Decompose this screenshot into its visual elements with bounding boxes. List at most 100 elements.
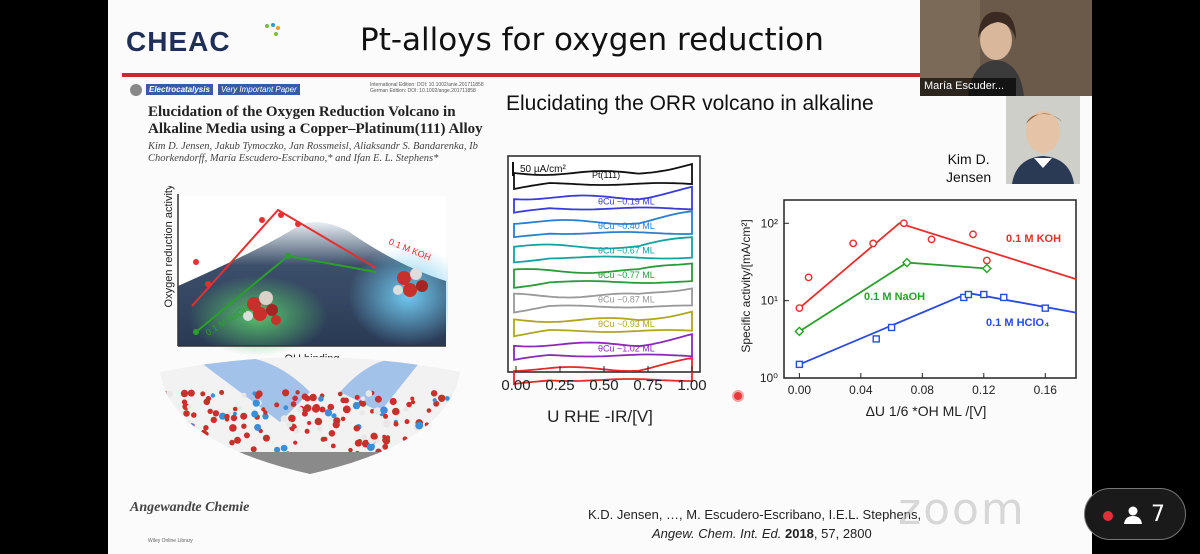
surface-atom (301, 393, 309, 400)
surface-atom (449, 428, 455, 434)
surface-atom (447, 451, 454, 457)
surface-atom (319, 406, 326, 413)
surface-atom (423, 435, 431, 443)
surface-atom (374, 395, 382, 403)
surface-atom (445, 420, 452, 426)
surface-atom (160, 432, 164, 439)
surface-atom (370, 443, 375, 449)
activity-point (794, 326, 805, 337)
cv-curve (513, 262, 693, 289)
surface-atom (226, 410, 232, 415)
activity-x-tick-label: 0.12 (972, 383, 996, 397)
surface-atom (230, 414, 238, 422)
surface-atom (191, 429, 198, 436)
activity-x-tick-label: 0.04 (849, 383, 873, 397)
volcano-y-label: Oxygen reduction activity (163, 186, 175, 307)
surface-atom (370, 409, 375, 414)
cv-curve-label: θCu ~1.02 ML (598, 344, 655, 354)
surface-atom (219, 390, 225, 395)
person-name-line2: Jensen (946, 169, 992, 185)
participants-button[interactable]: 7 (1084, 488, 1186, 540)
citation-journal-name: Angew. Chem. Int. Ed. (652, 526, 782, 541)
person-name: Kim D. Jensen (946, 150, 991, 186)
surface-atom (232, 411, 237, 416)
surface-atom (250, 446, 257, 453)
surface-atom (331, 413, 337, 419)
surface-atom (212, 410, 220, 417)
surface-atom (280, 444, 288, 452)
surface-atom (200, 391, 206, 397)
surface-atom (317, 426, 323, 432)
surface-atom (307, 421, 312, 425)
activity-point (980, 290, 988, 299)
surface-atom (226, 448, 231, 453)
surface-atom (232, 406, 238, 412)
surface-atom (406, 401, 412, 408)
surface-atom (448, 452, 453, 457)
surface-atom (370, 432, 378, 440)
surface-atom (452, 420, 459, 427)
surface-atom (393, 458, 400, 465)
surface-atom (295, 390, 300, 395)
surface-atom (240, 412, 248, 420)
footer-text: Wiley Online Library (148, 538, 193, 544)
paper-authors: Kim D. Jensen, Jakub Tymoczko, Jan Rossm… (148, 141, 478, 164)
surface-atom (453, 418, 460, 426)
surface-atom (393, 421, 399, 427)
surface-atom (318, 396, 324, 402)
activity-x-tick-label: 0.16 (1034, 383, 1058, 397)
activity-point (869, 239, 878, 248)
person-name-line1: Kim D. (947, 151, 990, 167)
surface-atom (426, 427, 434, 435)
surface-atom (382, 443, 389, 450)
surface-atom (236, 406, 242, 412)
surface-atom (340, 416, 346, 422)
surface-atom (176, 433, 182, 439)
surface-atom (203, 398, 211, 406)
surface-atom (380, 406, 388, 415)
surface-atom (251, 410, 259, 418)
surface-atom (161, 400, 170, 409)
person-icon (1124, 506, 1142, 524)
surface-atom (163, 449, 169, 455)
cv-x-tick-label: 0.00 (501, 377, 530, 394)
cv-curve-label: θCu ~0.87 ML (598, 295, 655, 305)
surface-atom (402, 436, 408, 442)
surface-atom (448, 395, 455, 401)
surface-atom (201, 453, 207, 459)
surface-atom (320, 436, 326, 442)
surface-atom (360, 400, 367, 407)
paper-edition: International Edition: DOI: 10.1002/anie… (370, 82, 484, 94)
surface-atom (303, 404, 312, 412)
speaker-name: María Escuder... (920, 78, 1016, 96)
surface-atom (241, 392, 247, 398)
citation-rest: , 57, 2800 (813, 526, 872, 541)
surface-atom (330, 443, 336, 449)
surface-atom (254, 423, 262, 431)
surface-atom (410, 396, 415, 401)
surface-illustration (160, 357, 460, 474)
surface-atom (354, 394, 360, 400)
activity-y-tick-label: 10⁰ (760, 371, 778, 385)
surface-atom (361, 434, 368, 441)
surface-atom (286, 421, 293, 428)
surface-atom (389, 397, 397, 406)
cv-curve-label: θCu ~0.93 ML (598, 319, 655, 329)
surface-atom (187, 453, 194, 460)
surface-atom (441, 416, 448, 422)
surface-atom (412, 451, 418, 457)
surface-atom (348, 447, 353, 453)
surface-atom (324, 409, 333, 417)
cv-x-label: U RHE -IR/[V] (547, 407, 653, 426)
surface-atom (352, 401, 361, 410)
surface-atom (424, 422, 430, 427)
surface-atom (312, 403, 321, 412)
activity-x-tick-label: 0.00 (788, 383, 812, 397)
activity-point (804, 273, 813, 282)
surface-atom (296, 406, 303, 413)
surface-atom (383, 413, 388, 419)
activity-point (795, 360, 804, 369)
surface-atom (229, 439, 235, 446)
activity-plot-frame (783, 199, 1077, 379)
surface-atom (160, 405, 164, 411)
